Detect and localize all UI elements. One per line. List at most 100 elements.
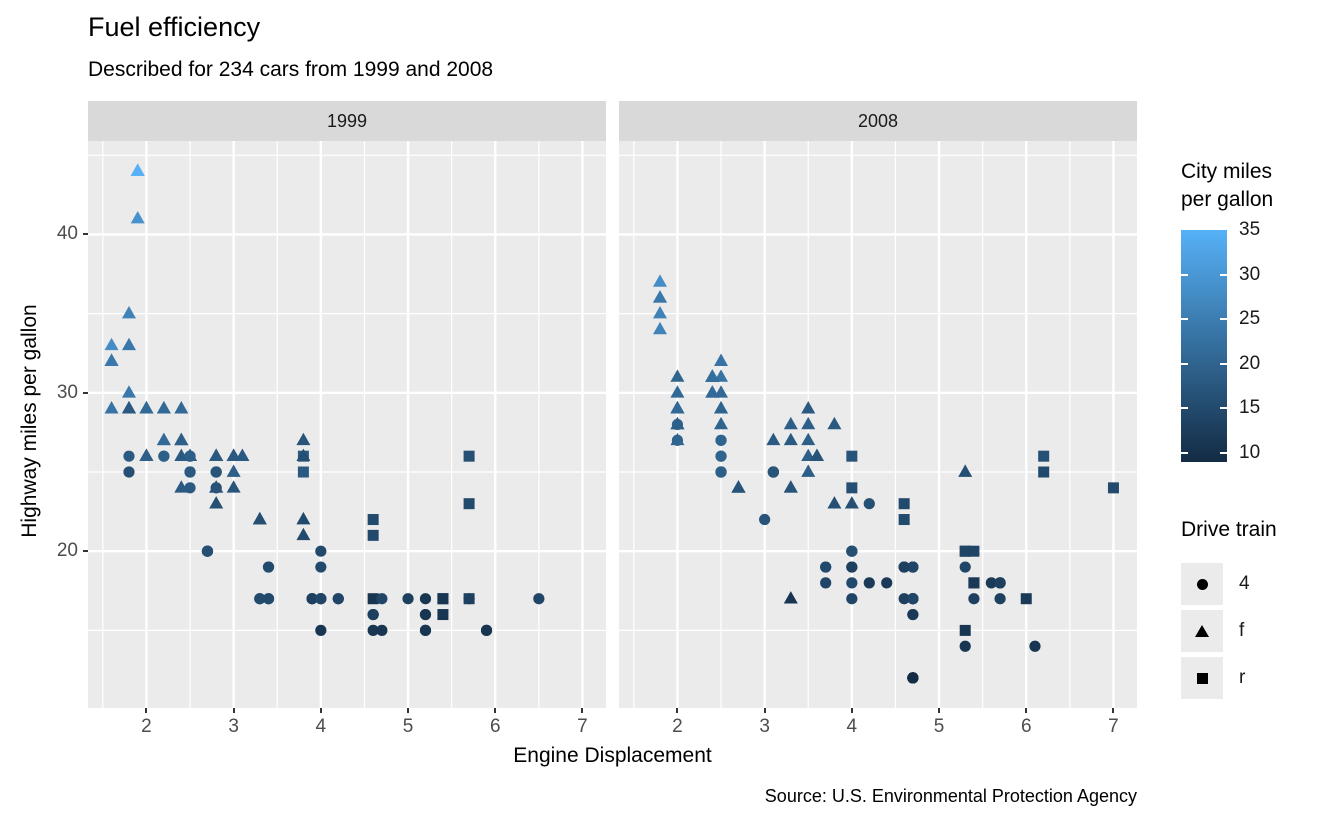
x-tick-label: 6 (1020, 716, 1032, 737)
x-tick-mark (1112, 708, 1115, 713)
data-point (296, 448, 311, 461)
x-axis-title: Engine Displacement (513, 744, 712, 767)
data-point (898, 561, 910, 573)
data-point (104, 401, 119, 414)
data-point (907, 672, 919, 684)
data-point (1029, 640, 1041, 652)
data-point (262, 593, 275, 605)
data-point (376, 624, 388, 636)
data-point (759, 513, 771, 526)
data-point (1038, 450, 1050, 462)
colorbar-tick-label: 25 (1239, 308, 1261, 330)
data-point (959, 545, 971, 557)
colorbar-tick-label: 20 (1239, 352, 1261, 374)
data-point (801, 464, 816, 477)
data-point (437, 609, 449, 621)
data-point (715, 450, 727, 462)
data-point (367, 529, 379, 541)
x-tick-label: 7 (577, 716, 588, 737)
x-tick-label: 6 (489, 716, 501, 737)
data-point (968, 545, 980, 557)
data-point (994, 577, 1006, 589)
y-tick-label: 20 (56, 540, 78, 562)
data-point (533, 593, 545, 605)
data-point (846, 450, 858, 462)
data-point (315, 593, 327, 605)
data-point (863, 498, 875, 510)
facet-strip-2008: 2008 (619, 101, 1137, 141)
data-point (959, 561, 971, 573)
data-point (184, 466, 196, 478)
x-tick-label: 4 (315, 716, 327, 737)
data-point (123, 450, 135, 462)
data-point (306, 593, 318, 605)
data-point (297, 466, 309, 478)
data-point (670, 369, 685, 382)
y-tick-mark (83, 233, 88, 236)
colorbar-tick-mark (1220, 273, 1227, 276)
data-point (121, 385, 136, 398)
data-point (881, 577, 893, 589)
data-point (156, 432, 171, 446)
y-tick-mark (83, 550, 88, 553)
data-point (907, 561, 919, 573)
data-point (402, 593, 414, 605)
data-point (104, 353, 119, 366)
data-point (652, 306, 667, 319)
colorbar-tick-mark (1220, 407, 1227, 410)
data-point (296, 527, 311, 541)
data-point (783, 432, 798, 446)
data-point (332, 593, 344, 605)
colorbar-title: City miles per gallon (1181, 160, 1274, 211)
data-point (827, 416, 842, 430)
data-point (130, 211, 145, 224)
data-point (1038, 466, 1050, 478)
data-point (419, 624, 432, 636)
colorbar-tick-mark (1220, 452, 1227, 455)
data-point (184, 482, 196, 494)
data-point (863, 577, 875, 589)
data-point (846, 577, 858, 589)
x-tick-label: 4 (846, 716, 858, 737)
data-point (201, 545, 214, 557)
data-point (783, 416, 798, 430)
data-point (121, 337, 136, 351)
data-point (670, 416, 685, 430)
colorbar-tick-label: 30 (1239, 263, 1261, 285)
data-point (367, 624, 379, 636)
data-point (670, 401, 685, 414)
colorbar-tick-mark (1181, 407, 1188, 410)
data-point (437, 593, 449, 605)
y-tick-label: 30 (56, 381, 78, 403)
data-point (783, 480, 798, 493)
data-point (139, 401, 154, 414)
data-point (367, 593, 379, 605)
data-point (652, 321, 667, 335)
data-point (898, 593, 910, 605)
data-point (968, 593, 980, 605)
colorbar-tick-mark (1181, 452, 1188, 455)
data-point (296, 511, 311, 525)
data-point (731, 480, 746, 493)
data-point (1020, 593, 1032, 605)
data-point (184, 450, 196, 462)
x-tick-mark (1025, 708, 1028, 713)
data-point (174, 401, 189, 414)
data-point (209, 448, 224, 461)
x-tick-label: 3 (759, 716, 770, 737)
facet-strip-1999: 1999 (88, 101, 606, 141)
x-tick-mark (232, 708, 235, 713)
x-tick-mark (850, 708, 853, 713)
x-tick-mark (938, 708, 941, 713)
x-tick-label: 2 (141, 716, 152, 737)
data-point (315, 624, 327, 636)
x-tick-mark (676, 708, 679, 713)
data-point (315, 561, 327, 573)
data-point (714, 353, 729, 366)
data-point (209, 496, 224, 509)
colorbar-tick-label: 15 (1239, 397, 1261, 419)
data-point (968, 577, 980, 589)
scatter-2008 (619, 141, 1137, 708)
data-point (367, 514, 379, 526)
data-point (463, 450, 475, 462)
